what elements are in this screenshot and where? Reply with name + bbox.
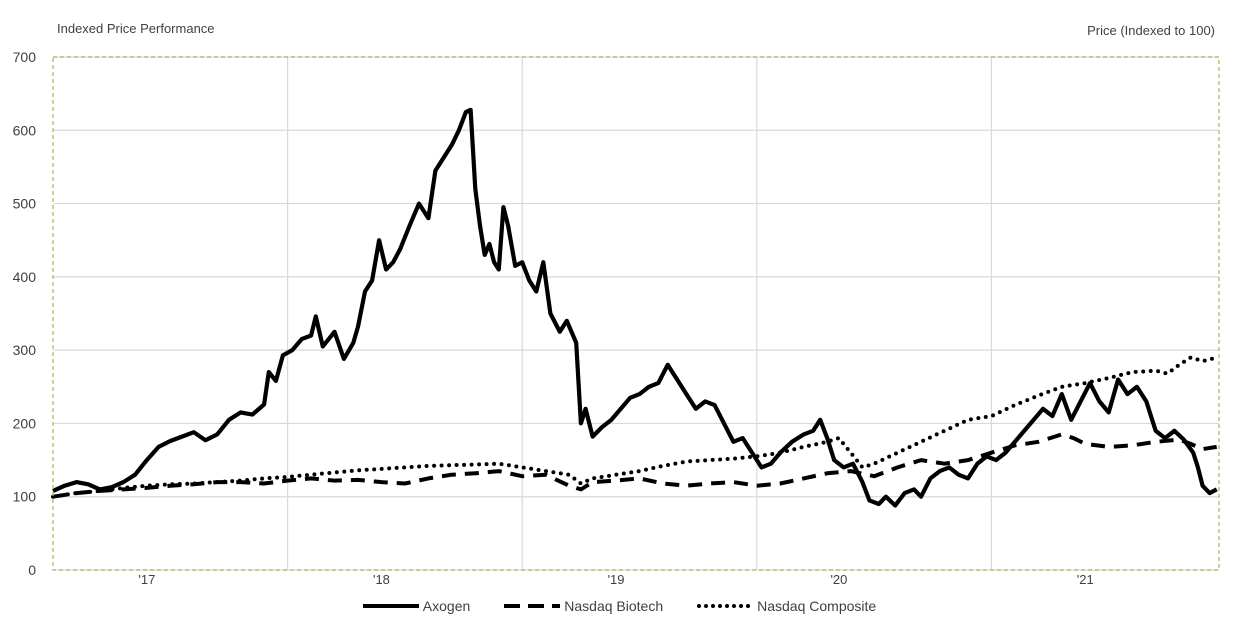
legend-label-nasdaq-biotech: Nasdaq Biotech	[564, 598, 664, 614]
y-tick-label-200: 200	[13, 415, 37, 431]
legend: Axogen Nasdaq Biotech Nasdaq Composite	[0, 598, 1239, 614]
x-axis-ticks: '17 '18 '19 '20 '21	[138, 572, 1093, 587]
x-tick-label-2: '19	[608, 572, 625, 587]
series-line-nasdaq-composite	[51, 355, 1219, 499]
x-tick-label-3: '20	[830, 572, 847, 587]
x-tick-label-4: '21	[1077, 572, 1094, 587]
plot-frame	[52, 56, 1220, 571]
legend-solid-line-icon	[362, 604, 419, 608]
legend-label-axogen: Axogen	[422, 598, 471, 614]
legend-item-nasdaq-composite: Nasdaq Composite	[697, 598, 876, 614]
y-tick-label-700: 700	[13, 49, 37, 65]
y-axis-title: Price (Indexed to 100)	[1087, 23, 1215, 38]
y-axis-ticks: 0 100 200 300 400 500 600 700	[13, 49, 37, 578]
gridlines	[53, 56, 1219, 571]
legend-dotted-line-icon	[697, 604, 754, 608]
y-tick-label-300: 300	[13, 342, 37, 358]
legend-label-nasdaq-composite: Nasdaq Composite	[757, 598, 877, 614]
y-tick-label-400: 400	[13, 269, 37, 285]
legend-dashed-line-icon	[504, 604, 561, 608]
series-lines	[51, 107, 1219, 508]
x-tick-label-1: '18	[373, 572, 390, 587]
series-line-nasdaq-biotech	[52, 432, 1218, 499]
y-tick-label-600: 600	[13, 122, 37, 138]
chart-title: Indexed Price Performance	[57, 21, 215, 36]
series-line-axogen	[52, 107, 1218, 508]
y-tick-label-500: 500	[13, 196, 37, 212]
legend-item-nasdaq-biotech: Nasdaq Biotech	[504, 598, 663, 614]
y-tick-label-0: 0	[28, 562, 36, 578]
y-tick-label-100: 100	[13, 489, 37, 505]
legend-item-axogen: Axogen	[362, 598, 471, 614]
x-tick-label-0: '17	[138, 572, 155, 587]
